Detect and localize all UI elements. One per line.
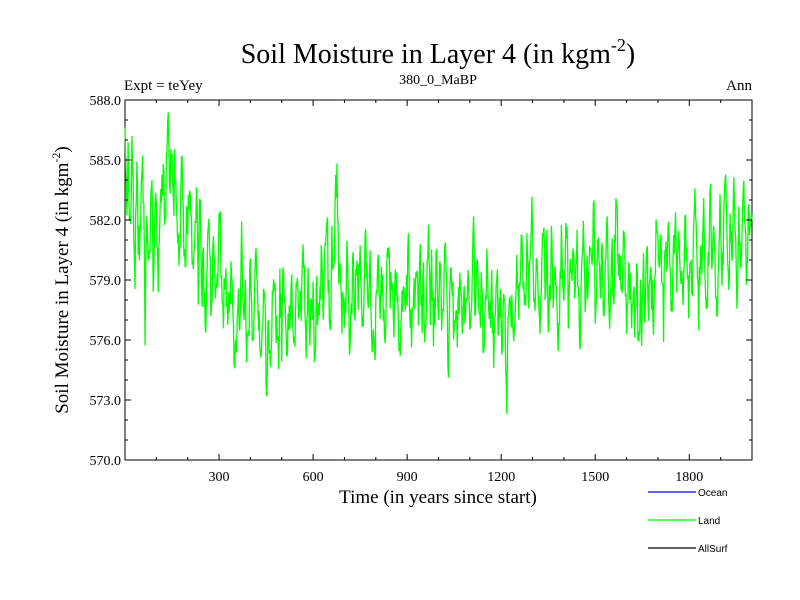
y-tick-label: 579.0	[90, 274, 122, 289]
period-label: Ann	[726, 78, 752, 94]
x-tick-label: 1800	[675, 470, 703, 485]
x-axis-label: Time (in years since start)	[339, 487, 537, 508]
x-tick-label: 600	[303, 470, 324, 485]
legend-label-ocean: Ocean	[698, 488, 727, 499]
y-tick-label: 582.0	[90, 214, 122, 229]
x-tick-label: 900	[397, 470, 418, 485]
legend-label-allsurf: AllSurf	[698, 544, 728, 555]
y-tick-label: 585.0	[90, 154, 122, 169]
experiment-label: Expt = teYey	[124, 78, 203, 94]
chart-subtitle: 380_0_MaBP	[399, 73, 477, 88]
y-tick-label: 573.0	[90, 394, 122, 409]
y-tick-label: 570.0	[90, 454, 122, 469]
y-tick-label: 576.0	[90, 334, 122, 349]
x-tick-label: 1500	[581, 470, 609, 485]
series-line-land	[124, 112, 753, 414]
chart-title: Soil Moisture in Layer 4 (in kgm-2)	[241, 35, 636, 70]
x-tick-label: 300	[209, 470, 230, 485]
legend: Ocean Land AllSurf	[648, 488, 728, 555]
legend-label-land: Land	[698, 516, 720, 527]
x-tick-label: 1200	[487, 470, 515, 485]
y-axis-label: Soil Moisture in Layer 4 (in kgm-2)	[49, 146, 73, 414]
series-layer	[124, 112, 753, 414]
y-tick-label: 588.0	[90, 94, 122, 109]
plot-frame	[124, 99, 753, 461]
ticks-layer: 570.0 573.0 576.0 579.0 582.0 585.0 588.0 300 60…	[90, 94, 752, 485]
